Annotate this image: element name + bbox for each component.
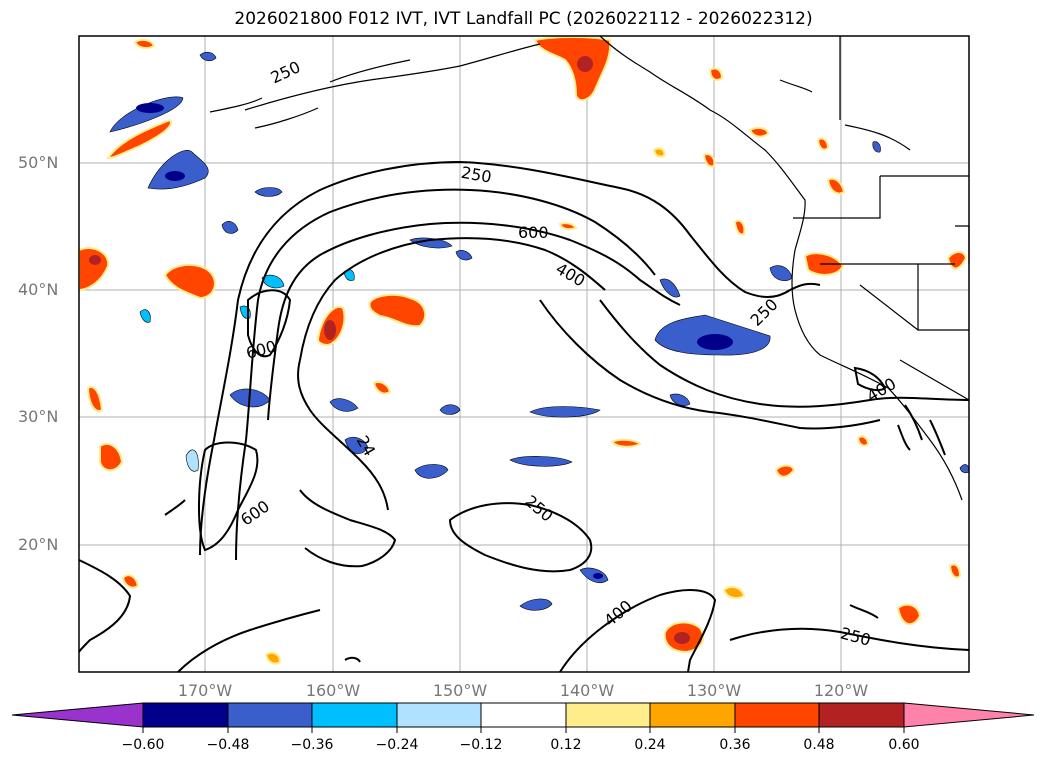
lon-label: 120°W bbox=[813, 681, 869, 700]
colorbar-tick: 0.12 bbox=[550, 737, 582, 753]
colorbar-tick: 0.36 bbox=[719, 737, 751, 753]
lat-label: 40°N bbox=[18, 280, 59, 299]
lat-label: 20°N bbox=[18, 535, 59, 554]
colorbar-tick: −0.24 bbox=[375, 737, 419, 753]
colorbar-tick: 0.60 bbox=[888, 737, 920, 753]
coast-details bbox=[344, 366, 946, 663]
lon-label: 130°W bbox=[686, 681, 742, 700]
map-title: 2026021800 F012 IVT, IVT Landfall PC (20… bbox=[234, 9, 813, 29]
colorbar bbox=[11, 702, 1035, 733]
ivt-contours bbox=[78, 160, 970, 673]
plot-frame bbox=[78, 35, 970, 673]
colorbar-tick: −0.60 bbox=[121, 737, 165, 753]
colorbar-extend-low bbox=[11, 702, 144, 728]
plot-area bbox=[79, 36, 969, 672]
colorbar-tick: 0.48 bbox=[803, 737, 835, 753]
coastlines bbox=[209, 35, 970, 501]
colorbar-tick: −0.48 bbox=[206, 737, 250, 753]
lon-label: 160°W bbox=[305, 681, 361, 700]
positive-pc-shading bbox=[78, 36, 968, 665]
lat-label: 50°N bbox=[18, 153, 59, 172]
contour-label: 600 bbox=[518, 223, 549, 242]
colorbar-tick: 0.24 bbox=[634, 737, 666, 753]
lon-label: 150°W bbox=[432, 681, 488, 700]
lon-label: 140°W bbox=[559, 681, 615, 700]
colorbar-tick: −0.12 bbox=[459, 737, 503, 753]
colorbar-extend-high bbox=[903, 702, 1035, 728]
colorbar-tick: −0.36 bbox=[290, 737, 334, 753]
lat-label: 30°N bbox=[18, 407, 59, 426]
lon-label: 170°W bbox=[177, 681, 233, 700]
